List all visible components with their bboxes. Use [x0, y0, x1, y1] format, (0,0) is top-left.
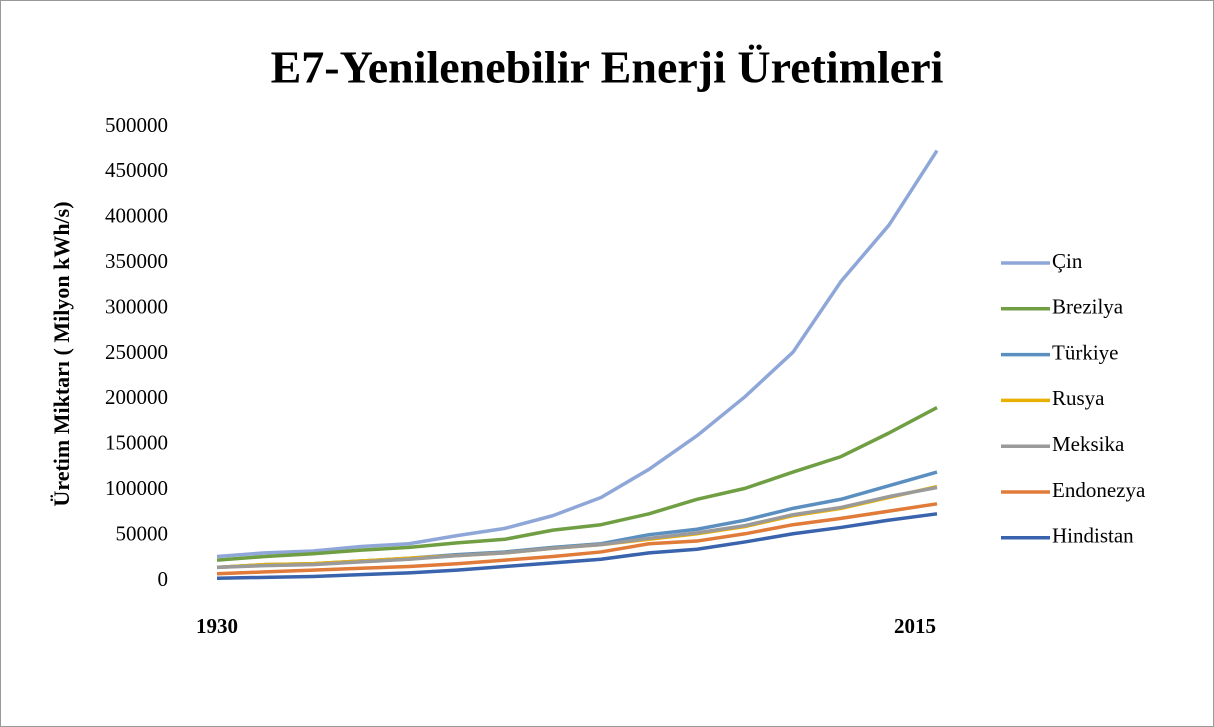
- legend-label: Meksika: [1052, 432, 1125, 456]
- y-tick-label: 200000: [105, 385, 168, 409]
- y-tick-label: 250000: [105, 340, 168, 364]
- series-line: [216, 149, 939, 559]
- series-line: [216, 406, 938, 562]
- y-tick-label: 350000: [105, 249, 168, 273]
- legend-label: Rusya: [1052, 386, 1105, 410]
- y-tick-label: 50000: [116, 521, 169, 545]
- y-axis-label: Üretim Miktarı ( Milyon kWh/s): [49, 201, 74, 506]
- x-tick-label: 2015: [894, 614, 936, 638]
- series-line: [216, 512, 938, 581]
- y-tick-label: 150000: [105, 431, 168, 455]
- series-line: [216, 485, 938, 570]
- legend-label: Türkiye: [1052, 340, 1118, 364]
- series-line: [216, 502, 938, 576]
- y-tick-label: 500000: [105, 113, 168, 137]
- y-tick-label: 0: [158, 567, 169, 591]
- y-tick-label: 400000: [105, 204, 168, 228]
- x-tick-label: 1930: [196, 614, 238, 638]
- chart-title: E7-Yenilenebilir Enerji Üretimleri: [271, 42, 944, 93]
- y-tick-label: 300000: [105, 294, 168, 318]
- legend-label: Brezilya: [1052, 295, 1124, 319]
- legend-label: Çin: [1052, 249, 1083, 273]
- legend-label: Endonezya: [1052, 478, 1146, 502]
- y-tick-label: 450000: [105, 158, 168, 182]
- y-tick-label: 100000: [105, 476, 168, 500]
- legend-label: Hindistan: [1052, 524, 1134, 548]
